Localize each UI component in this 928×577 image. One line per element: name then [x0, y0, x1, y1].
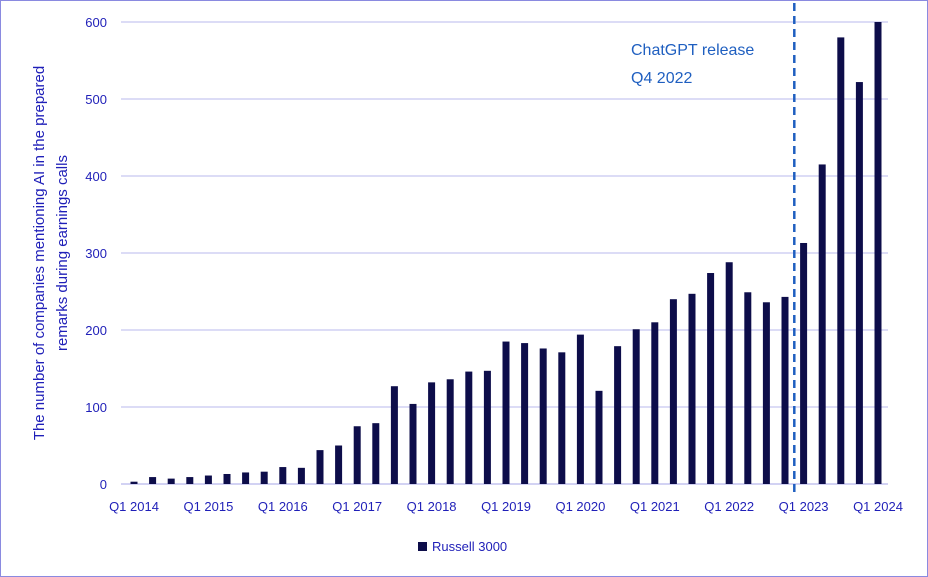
bar	[669, 299, 677, 484]
x-tick-label: Q1 2022	[704, 499, 754, 514]
bar	[614, 346, 622, 484]
bars	[130, 22, 882, 485]
annotation-line2: Q4 2022	[631, 70, 692, 87]
x-tick-label: Q1 2019	[481, 499, 531, 514]
bar	[242, 472, 250, 484]
x-tick-label: Q1 2015	[183, 499, 233, 514]
bar	[762, 302, 770, 484]
bar	[632, 329, 640, 484]
gridlines	[121, 21, 888, 485]
x-tick-label: Q1 2016	[258, 499, 308, 514]
y-tick-label: 600	[85, 15, 107, 30]
bar	[539, 348, 547, 484]
y-axis-label-line1: The number of companies mentioning AI in…	[31, 66, 48, 440]
bar	[576, 334, 584, 484]
y-axis-ticks: 0 100 200 300 400 500 600	[85, 15, 107, 492]
bar	[855, 82, 863, 484]
y-tick-label: 300	[85, 246, 107, 261]
bar	[651, 322, 659, 484]
annotation-line1: ChatGPT release	[631, 42, 754, 59]
bar	[595, 390, 603, 484]
y-tick-label: 500	[85, 92, 107, 107]
bar	[483, 370, 491, 484]
bar	[409, 403, 417, 484]
x-tick-label: Q1 2024	[853, 499, 903, 514]
bar	[186, 477, 194, 484]
bar	[204, 475, 212, 484]
bar	[372, 423, 380, 484]
bar	[707, 273, 715, 484]
bar	[167, 478, 175, 484]
bar	[428, 382, 436, 484]
y-tick-label: 200	[85, 323, 107, 338]
y-tick-label: 400	[85, 169, 107, 184]
x-tick-label: Q1 2018	[407, 499, 457, 514]
legend-label: Russell 3000	[432, 539, 507, 554]
x-tick-label: Q1 2023	[779, 499, 829, 514]
legend: Russell 3000	[418, 539, 507, 554]
annotation: ChatGPT release Q4 2022	[631, 3, 796, 496]
bar	[465, 371, 473, 484]
x-tick-label: Q1 2021	[630, 499, 680, 514]
y-axis-label-line2: remarks during earnings calls	[54, 155, 71, 351]
bar	[390, 386, 398, 484]
bar	[725, 262, 733, 484]
bar	[130, 481, 138, 484]
bar	[837, 37, 845, 485]
bar	[781, 296, 789, 484]
x-axis-ticks: Q1 2014 Q1 2015 Q1 2016 Q1 2017 Q1 2018 Q1 20…	[109, 499, 903, 514]
bar	[558, 352, 566, 484]
bar	[335, 445, 343, 484]
bar	[223, 473, 231, 484]
bar	[353, 426, 361, 484]
bar	[744, 292, 752, 484]
bar	[874, 22, 882, 484]
bar	[149, 477, 157, 484]
y-tick-label: 0	[100, 477, 107, 492]
legend-swatch	[418, 542, 427, 551]
bar	[521, 343, 529, 484]
bar	[297, 467, 305, 484]
bar	[279, 467, 287, 484]
x-tick-label: Q1 2014	[109, 499, 159, 514]
bar	[688, 293, 696, 484]
bar	[800, 242, 808, 484]
bar	[260, 471, 268, 484]
bar	[818, 164, 826, 484]
x-tick-label: Q1 2020	[555, 499, 605, 514]
y-tick-label: 100	[85, 400, 107, 415]
x-tick-label: Q1 2017	[332, 499, 382, 514]
bar	[446, 379, 454, 484]
bar	[316, 450, 324, 484]
y-axis-label: The number of companies mentioning AI in…	[31, 66, 71, 440]
bar	[502, 341, 510, 484]
